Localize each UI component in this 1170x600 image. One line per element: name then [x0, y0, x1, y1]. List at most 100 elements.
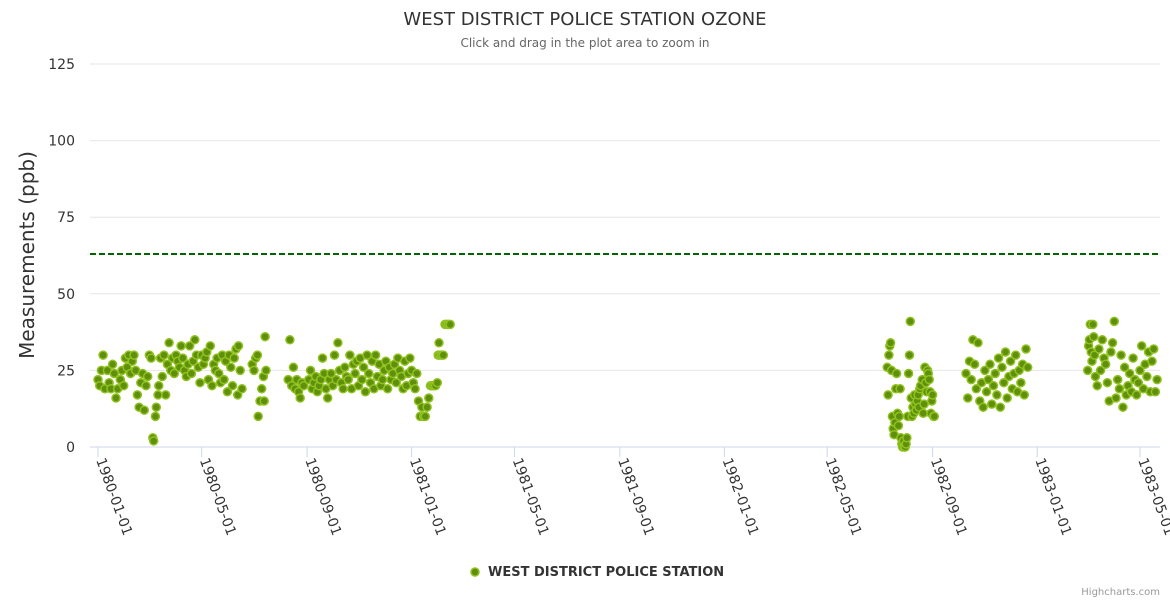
data-point[interactable] [1005, 356, 1016, 366]
data-point[interactable] [329, 350, 340, 360]
data-point[interactable] [139, 405, 150, 415]
data-point[interactable] [1088, 331, 1099, 342]
data-point[interactable] [1114, 384, 1125, 394]
data-point[interactable] [207, 380, 217, 391]
data-point[interactable] [305, 365, 316, 376]
data-point[interactable] [894, 411, 904, 422]
data-point[interactable] [1107, 338, 1118, 348]
data-point[interactable] [229, 353, 239, 363]
data-point[interactable] [219, 374, 229, 385]
data-point[interactable] [340, 362, 350, 373]
data-point[interactable] [160, 390, 171, 400]
data-point[interactable] [412, 368, 422, 379]
data-point[interactable] [214, 368, 224, 379]
data-point[interactable] [963, 393, 973, 403]
data-point[interactable] [445, 319, 455, 330]
data-point[interactable] [1119, 362, 1130, 373]
data-point[interactable] [132, 390, 143, 400]
data-point[interactable] [146, 353, 156, 363]
data-point[interactable] [157, 371, 168, 382]
data-point[interactable] [295, 393, 305, 403]
data-point[interactable] [151, 402, 162, 412]
data-point[interactable] [1002, 393, 1012, 403]
data-point[interactable] [235, 365, 245, 376]
data-point[interactable] [186, 368, 197, 379]
data-point[interactable] [1136, 341, 1147, 351]
data-point[interactable] [966, 374, 976, 385]
data-point[interactable] [253, 411, 263, 422]
data-point[interactable] [999, 377, 1009, 388]
data-point[interactable] [1131, 390, 1142, 400]
data-point[interactable] [176, 341, 186, 351]
data-point[interactable] [1111, 393, 1121, 403]
data-point[interactable] [129, 350, 139, 360]
data-point[interactable] [1082, 365, 1093, 376]
data-point[interactable] [226, 362, 236, 373]
data-point[interactable] [978, 402, 988, 412]
data-point[interactable] [1124, 368, 1135, 379]
data-point[interactable] [391, 377, 401, 388]
data-point[interactable] [1095, 365, 1106, 376]
data-point[interactable] [988, 380, 999, 391]
data-point[interactable] [420, 411, 431, 422]
data-point[interactable] [109, 368, 120, 379]
data-point[interactable] [985, 359, 995, 370]
data-point[interactable] [971, 384, 982, 394]
data-point[interactable] [1088, 319, 1098, 330]
data-point[interactable] [1135, 365, 1145, 376]
data-point[interactable] [438, 350, 449, 360]
data-point[interactable] [891, 368, 902, 379]
data-point[interactable] [1109, 316, 1120, 327]
data-point[interactable] [154, 380, 164, 391]
data-point[interactable] [164, 338, 174, 348]
data-point[interactable] [904, 350, 915, 360]
data-point[interactable] [993, 353, 1004, 363]
data-point[interactable] [360, 387, 371, 397]
data-point[interactable] [1142, 371, 1152, 382]
data-point[interactable] [1128, 353, 1138, 363]
data-point[interactable] [1019, 390, 1030, 400]
data-point[interactable] [980, 365, 990, 376]
data-point[interactable] [969, 359, 980, 370]
data-point[interactable] [184, 341, 195, 351]
credits-link[interactable]: Highcharts.com [1081, 587, 1160, 598]
data-point[interactable] [432, 377, 443, 388]
data-point[interactable] [1147, 356, 1157, 366]
data-point[interactable] [1094, 344, 1104, 354]
data-point[interactable] [259, 396, 269, 406]
data-point[interactable] [141, 380, 151, 391]
data-point[interactable] [326, 368, 336, 379]
data-point[interactable] [345, 350, 355, 360]
data-point[interactable] [333, 338, 343, 348]
data-point[interactable] [422, 402, 432, 412]
legend[interactable]: WEST DISTRICT POLICE STATION [470, 565, 724, 580]
data-point[interactable] [973, 338, 983, 348]
data-point[interactable] [990, 368, 1000, 379]
data-point[interactable] [98, 350, 108, 360]
data-point[interactable] [1112, 374, 1123, 385]
data-point[interactable] [895, 384, 905, 394]
data-point[interactable] [150, 411, 161, 422]
data-point[interactable] [927, 390, 938, 400]
data-point[interactable] [919, 399, 929, 409]
data-point[interactable] [1097, 335, 1108, 345]
data-point[interactable] [260, 331, 270, 342]
data-point[interactable] [343, 374, 353, 385]
data-point[interactable] [118, 380, 129, 391]
data-point[interactable] [169, 368, 180, 379]
data-point[interactable] [1022, 362, 1033, 373]
data-point[interactable] [249, 365, 259, 376]
data-point[interactable] [190, 335, 200, 345]
data-point[interactable] [159, 350, 169, 360]
data-point[interactable] [992, 390, 1002, 400]
data-point[interactable] [364, 368, 374, 379]
data-point[interactable] [222, 387, 233, 397]
data-point[interactable] [256, 384, 267, 394]
data-point[interactable] [357, 374, 367, 385]
data-point[interactable] [338, 384, 348, 394]
data-point[interactable] [288, 362, 299, 373]
data-point[interactable] [111, 393, 121, 403]
data-point[interactable] [261, 365, 271, 376]
data-point[interactable] [233, 341, 244, 351]
data-point[interactable] [885, 338, 896, 348]
